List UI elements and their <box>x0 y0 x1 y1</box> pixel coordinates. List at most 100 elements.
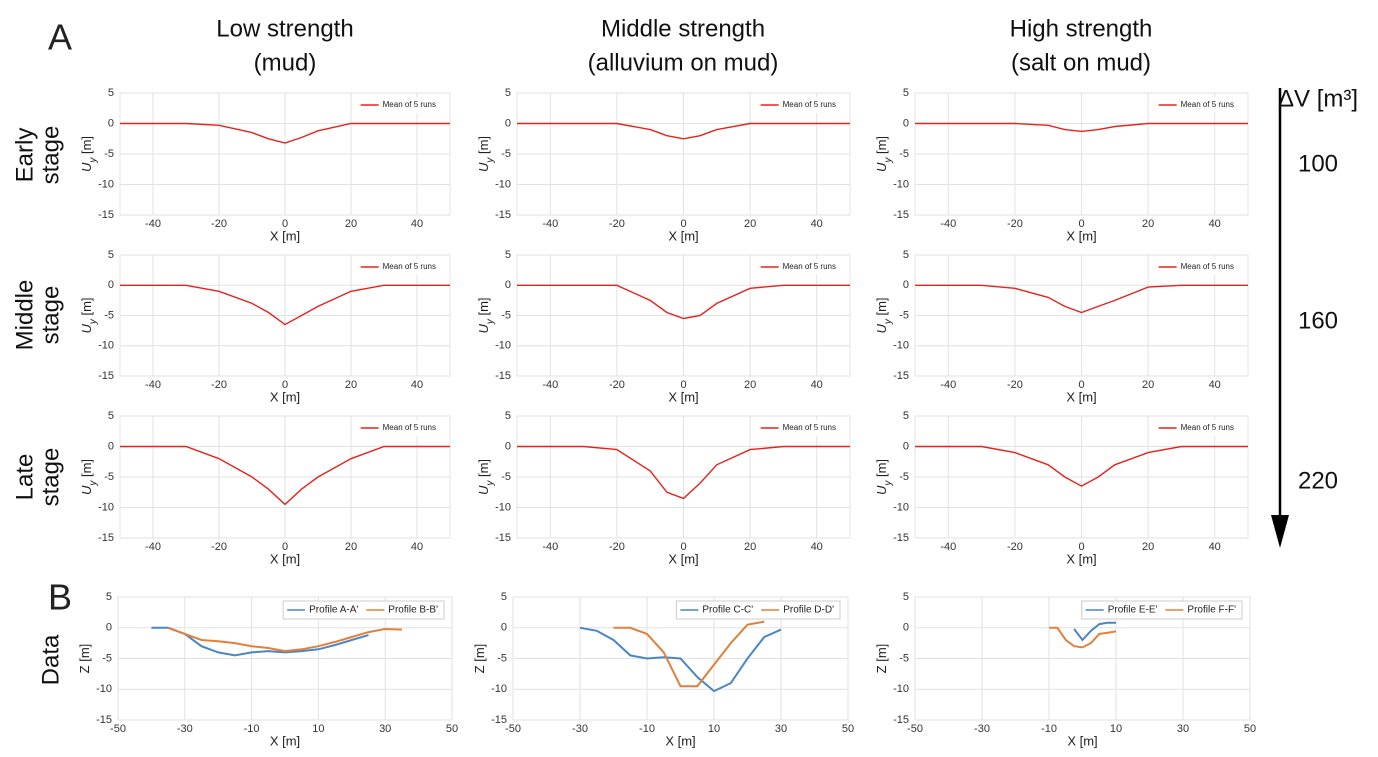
x-tick-label: 0 <box>282 379 288 391</box>
x-axis-label: X [m] <box>1066 228 1096 243</box>
x-tick-label: 40 <box>1209 218 1221 230</box>
y-tick-label: 5 <box>108 249 114 261</box>
x-tick-label: -30 <box>572 723 588 735</box>
x-tick-label: -20 <box>609 218 625 230</box>
row-label: Middle <box>11 280 38 351</box>
y-axis-label-part: U <box>874 324 889 334</box>
y-tick-label: -5 <box>899 471 909 483</box>
y-tick-label: -10 <box>96 683 112 695</box>
x-tick-label: 20 <box>345 379 357 391</box>
y-axis-label-part: [m] <box>79 459 94 481</box>
y-axis-label-part: Z [m] <box>472 644 487 674</box>
legend: Mean of 5 runs <box>356 97 442 113</box>
panel-label: A <box>48 17 72 58</box>
y-axis-label-part: y <box>883 157 894 164</box>
x-tick-label: 20 <box>744 379 756 391</box>
y-axis-label-part: y <box>883 318 894 325</box>
y-axis-label: Z [m] <box>874 644 889 674</box>
y-axis-label-part: U <box>874 162 889 172</box>
legend-label: Mean of 5 runs <box>783 262 836 271</box>
x-tick-label: 50 <box>842 723 854 735</box>
x-tick-label: -20 <box>609 379 625 391</box>
x-tick-label: -20 <box>211 379 227 391</box>
y-tick-label: -15 <box>495 370 511 382</box>
row-label: Late <box>11 454 38 501</box>
y-axis-label-part: y <box>88 157 99 164</box>
y-axis-label-part: U <box>476 324 491 334</box>
x-tick-label: -10 <box>244 723 260 735</box>
y-tick-label: 5 <box>903 410 909 422</box>
x-tick-label: 20 <box>1142 379 1154 391</box>
series-line <box>1049 626 1117 649</box>
x-tick-label: -40 <box>940 541 956 553</box>
y-axis-label: Z [m] <box>472 644 487 674</box>
y-tick-label: -10 <box>893 340 909 352</box>
legend: Profile A-A' Profile B-B' <box>282 600 445 620</box>
y-tick-label: 0 <box>108 279 114 291</box>
volume-label: ΔV [m³] <box>1278 85 1358 112</box>
series-line <box>517 445 850 500</box>
volume-arrowhead <box>1271 515 1289 548</box>
y-tick-label: -5 <box>501 309 511 321</box>
y-tick-label: -5 <box>104 309 114 321</box>
series-line <box>915 284 1248 314</box>
legend-label: Profile A-A' <box>309 605 358 616</box>
x-tick-label: 20 <box>1142 541 1154 553</box>
series-line <box>120 284 450 326</box>
legend-label: Profile C-C' <box>702 605 753 616</box>
y-axis-label-part: [m] <box>874 297 889 319</box>
x-tick-label: 20 <box>345 218 357 230</box>
x-axis-label: X [m] <box>270 733 300 748</box>
series-line <box>120 122 450 144</box>
y-tick-label: -10 <box>495 340 511 352</box>
x-tick-label: 40 <box>811 379 823 391</box>
row-label: Data <box>37 634 64 685</box>
legend-label: Mean of 5 runs <box>383 423 436 432</box>
legend-box <box>1154 259 1240 275</box>
legend-box <box>356 97 442 113</box>
legend-box <box>1154 97 1240 113</box>
y-tick-label: -5 <box>899 148 909 160</box>
column-title: (mud) <box>254 49 317 76</box>
y-axis-label-part: [m] <box>874 459 889 481</box>
x-axis-label: X [m] <box>270 389 300 404</box>
legend: Mean of 5 runs <box>756 420 842 436</box>
y-axis-label-part: y <box>485 157 496 164</box>
y-tick-label: -5 <box>497 652 507 664</box>
y-tick-label: 0 <box>108 117 114 129</box>
legend-box <box>282 600 445 620</box>
series-line <box>613 620 765 688</box>
y-axis-label-part: y <box>88 318 99 325</box>
y-tick-label: -5 <box>104 148 114 160</box>
legend-box <box>675 600 841 620</box>
x-tick-label: -40 <box>940 379 956 391</box>
y-axis-label-part: [m] <box>79 297 94 319</box>
x-tick-label: 30 <box>379 723 391 735</box>
x-axis-label: X [m] <box>1067 733 1097 748</box>
y-tick-label: 5 <box>903 249 909 261</box>
x-tick-label: -20 <box>1007 379 1023 391</box>
x-tick-label: 10 <box>312 723 324 735</box>
y-tick-label: 0 <box>903 279 909 291</box>
x-tick-label: 0 <box>282 218 288 230</box>
x-axis-label: X [m] <box>270 228 300 243</box>
row-label: Early <box>11 128 38 183</box>
y-axis-label: Uy [m] <box>476 297 496 333</box>
x-tick-label: -20 <box>1007 218 1023 230</box>
x-tick-label: -40 <box>542 541 558 553</box>
column-title: Middle strength <box>601 15 765 42</box>
y-tick-label: -10 <box>98 501 114 513</box>
legend-box <box>756 259 842 275</box>
x-tick-label: -40 <box>542 379 558 391</box>
legend: Mean of 5 runs <box>356 420 442 436</box>
x-tick-label: 50 <box>1244 723 1256 735</box>
x-tick-label: 0 <box>282 541 288 553</box>
x-tick-label: -40 <box>145 379 161 391</box>
row-label: stage <box>37 126 64 185</box>
x-tick-label: 0 <box>680 541 686 553</box>
legend-label: Mean of 5 runs <box>1181 100 1234 109</box>
series-line <box>517 284 850 320</box>
legend: Profile C-C' Profile D-D' <box>675 600 841 620</box>
x-axis-label: X [m] <box>1066 389 1096 404</box>
row-label: stage <box>37 286 64 345</box>
